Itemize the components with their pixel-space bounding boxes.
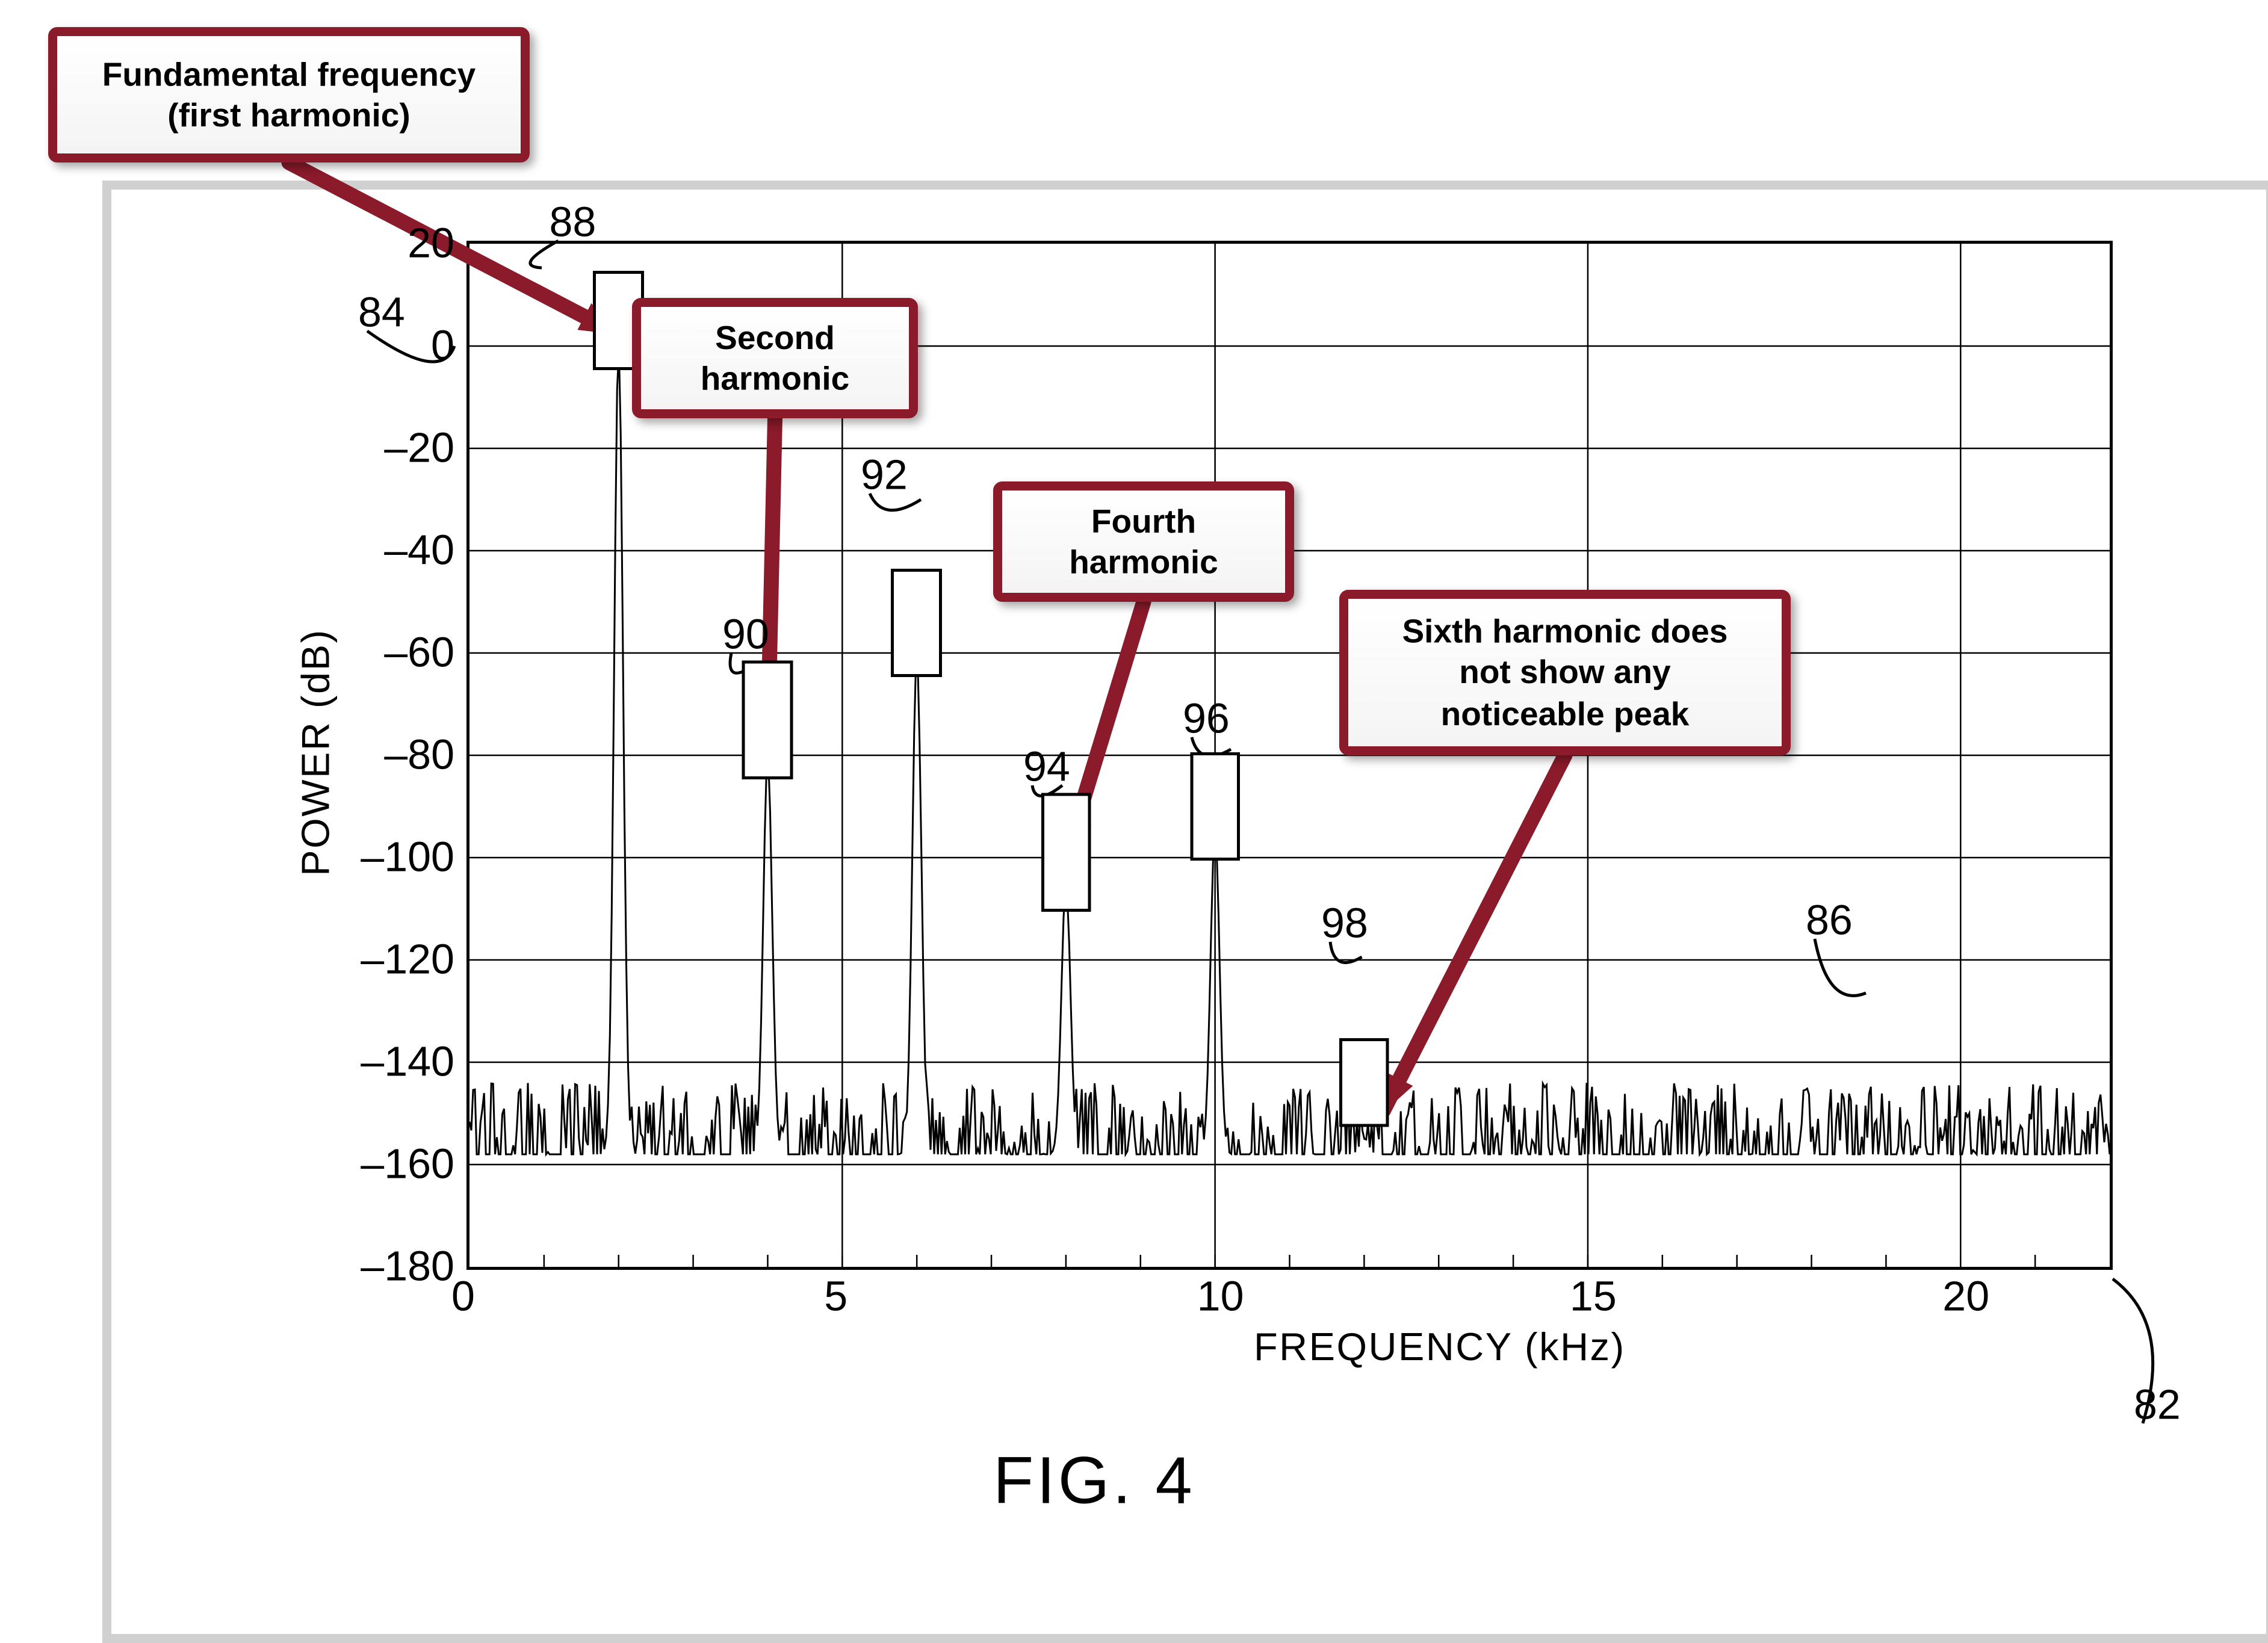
peak-box-90 [742, 660, 793, 779]
y-tick-label: –140 [361, 1038, 454, 1086]
x-tick-label: 0 [451, 1273, 475, 1321]
ref-num-94: 94 [1023, 743, 1070, 791]
callout-c4: Sixth harmonic doesnot show anynoticeabl… [1339, 590, 1791, 755]
ref-num-98: 98 [1321, 900, 1368, 948]
ref-num-84: 84 [358, 289, 405, 337]
x-axis-label: FREQUENCY (kHz) [1254, 1324, 1626, 1371]
ref-num-92: 92 [861, 451, 908, 500]
ref-num-86: 86 [1806, 897, 1853, 945]
x-tick-label: 10 [1197, 1273, 1244, 1321]
y-tick-label: –120 [361, 936, 454, 984]
peak-box-96 [1189, 752, 1240, 861]
peak-box-94 [1041, 793, 1091, 912]
ref-num-82: 82 [2134, 1381, 2181, 1429]
y-tick-label: –160 [361, 1140, 454, 1189]
peak-box-98 [1339, 1039, 1389, 1127]
y-tick-label: 0 [431, 322, 454, 370]
figure-caption: FIG. 4 [993, 1444, 1195, 1520]
x-tick-label: 20 [1942, 1273, 1989, 1321]
y-tick-label: 20 [407, 220, 454, 268]
y-tick-label: –80 [384, 731, 454, 779]
callout-c2: Secondharmonic [632, 298, 918, 418]
peak-box-92 [891, 568, 942, 676]
ref-num-90: 90 [722, 611, 769, 659]
callout-c3: Fourthharmonic [993, 481, 1294, 602]
y-tick-label: –180 [361, 1243, 454, 1291]
y-tick-label: –40 [384, 527, 454, 575]
x-tick-label: 5 [824, 1273, 847, 1321]
y-tick-label: –100 [361, 834, 454, 882]
y-tick-label: –20 [384, 424, 454, 472]
ref-num-96: 96 [1183, 695, 1230, 743]
y-axis-label: POWER (dB) [293, 628, 339, 876]
callout-c1: Fundamental frequency(first harmonic) [48, 27, 530, 162]
x-tick-label: 15 [1570, 1273, 1617, 1321]
y-tick-label: –60 [384, 629, 454, 677]
ref-num-88: 88 [550, 199, 596, 247]
